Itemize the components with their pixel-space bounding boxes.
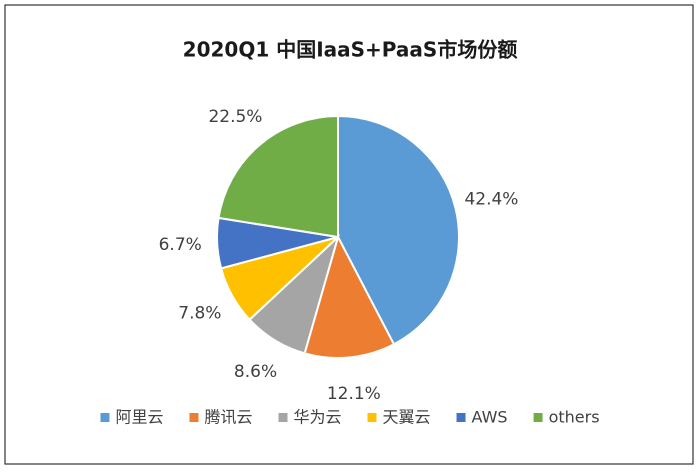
data-label: 22.5% [208, 107, 262, 127]
legend-label: AWS [472, 408, 508, 427]
data-label: 7.8% [178, 304, 221, 324]
legend-swatch [278, 413, 288, 422]
legend-label: 阿里云 [115, 408, 163, 427]
legend-label: 腾讯云 [204, 408, 252, 427]
legend-label: 华为云 [293, 408, 341, 427]
legend-swatch [100, 413, 110, 422]
legend-label: 天翼云 [383, 408, 431, 427]
pie-slice [303, 234, 396, 359]
data-label: 12.1% [327, 384, 381, 404]
pie-slice [217, 114, 339, 239]
chart-title: 2020Q1 中国IaaS+PaaS市场份额 [183, 38, 518, 62]
legend-swatch [456, 413, 466, 422]
legend-swatch [367, 413, 377, 422]
pie-slice [337, 114, 460, 346]
data-label: 6.7% [159, 235, 202, 255]
legend-swatch [189, 413, 199, 422]
data-label: 8.6% [234, 362, 277, 382]
legend-swatch [533, 413, 543, 422]
data-label: 42.4% [464, 189, 518, 209]
legend-label: others [549, 408, 600, 427]
